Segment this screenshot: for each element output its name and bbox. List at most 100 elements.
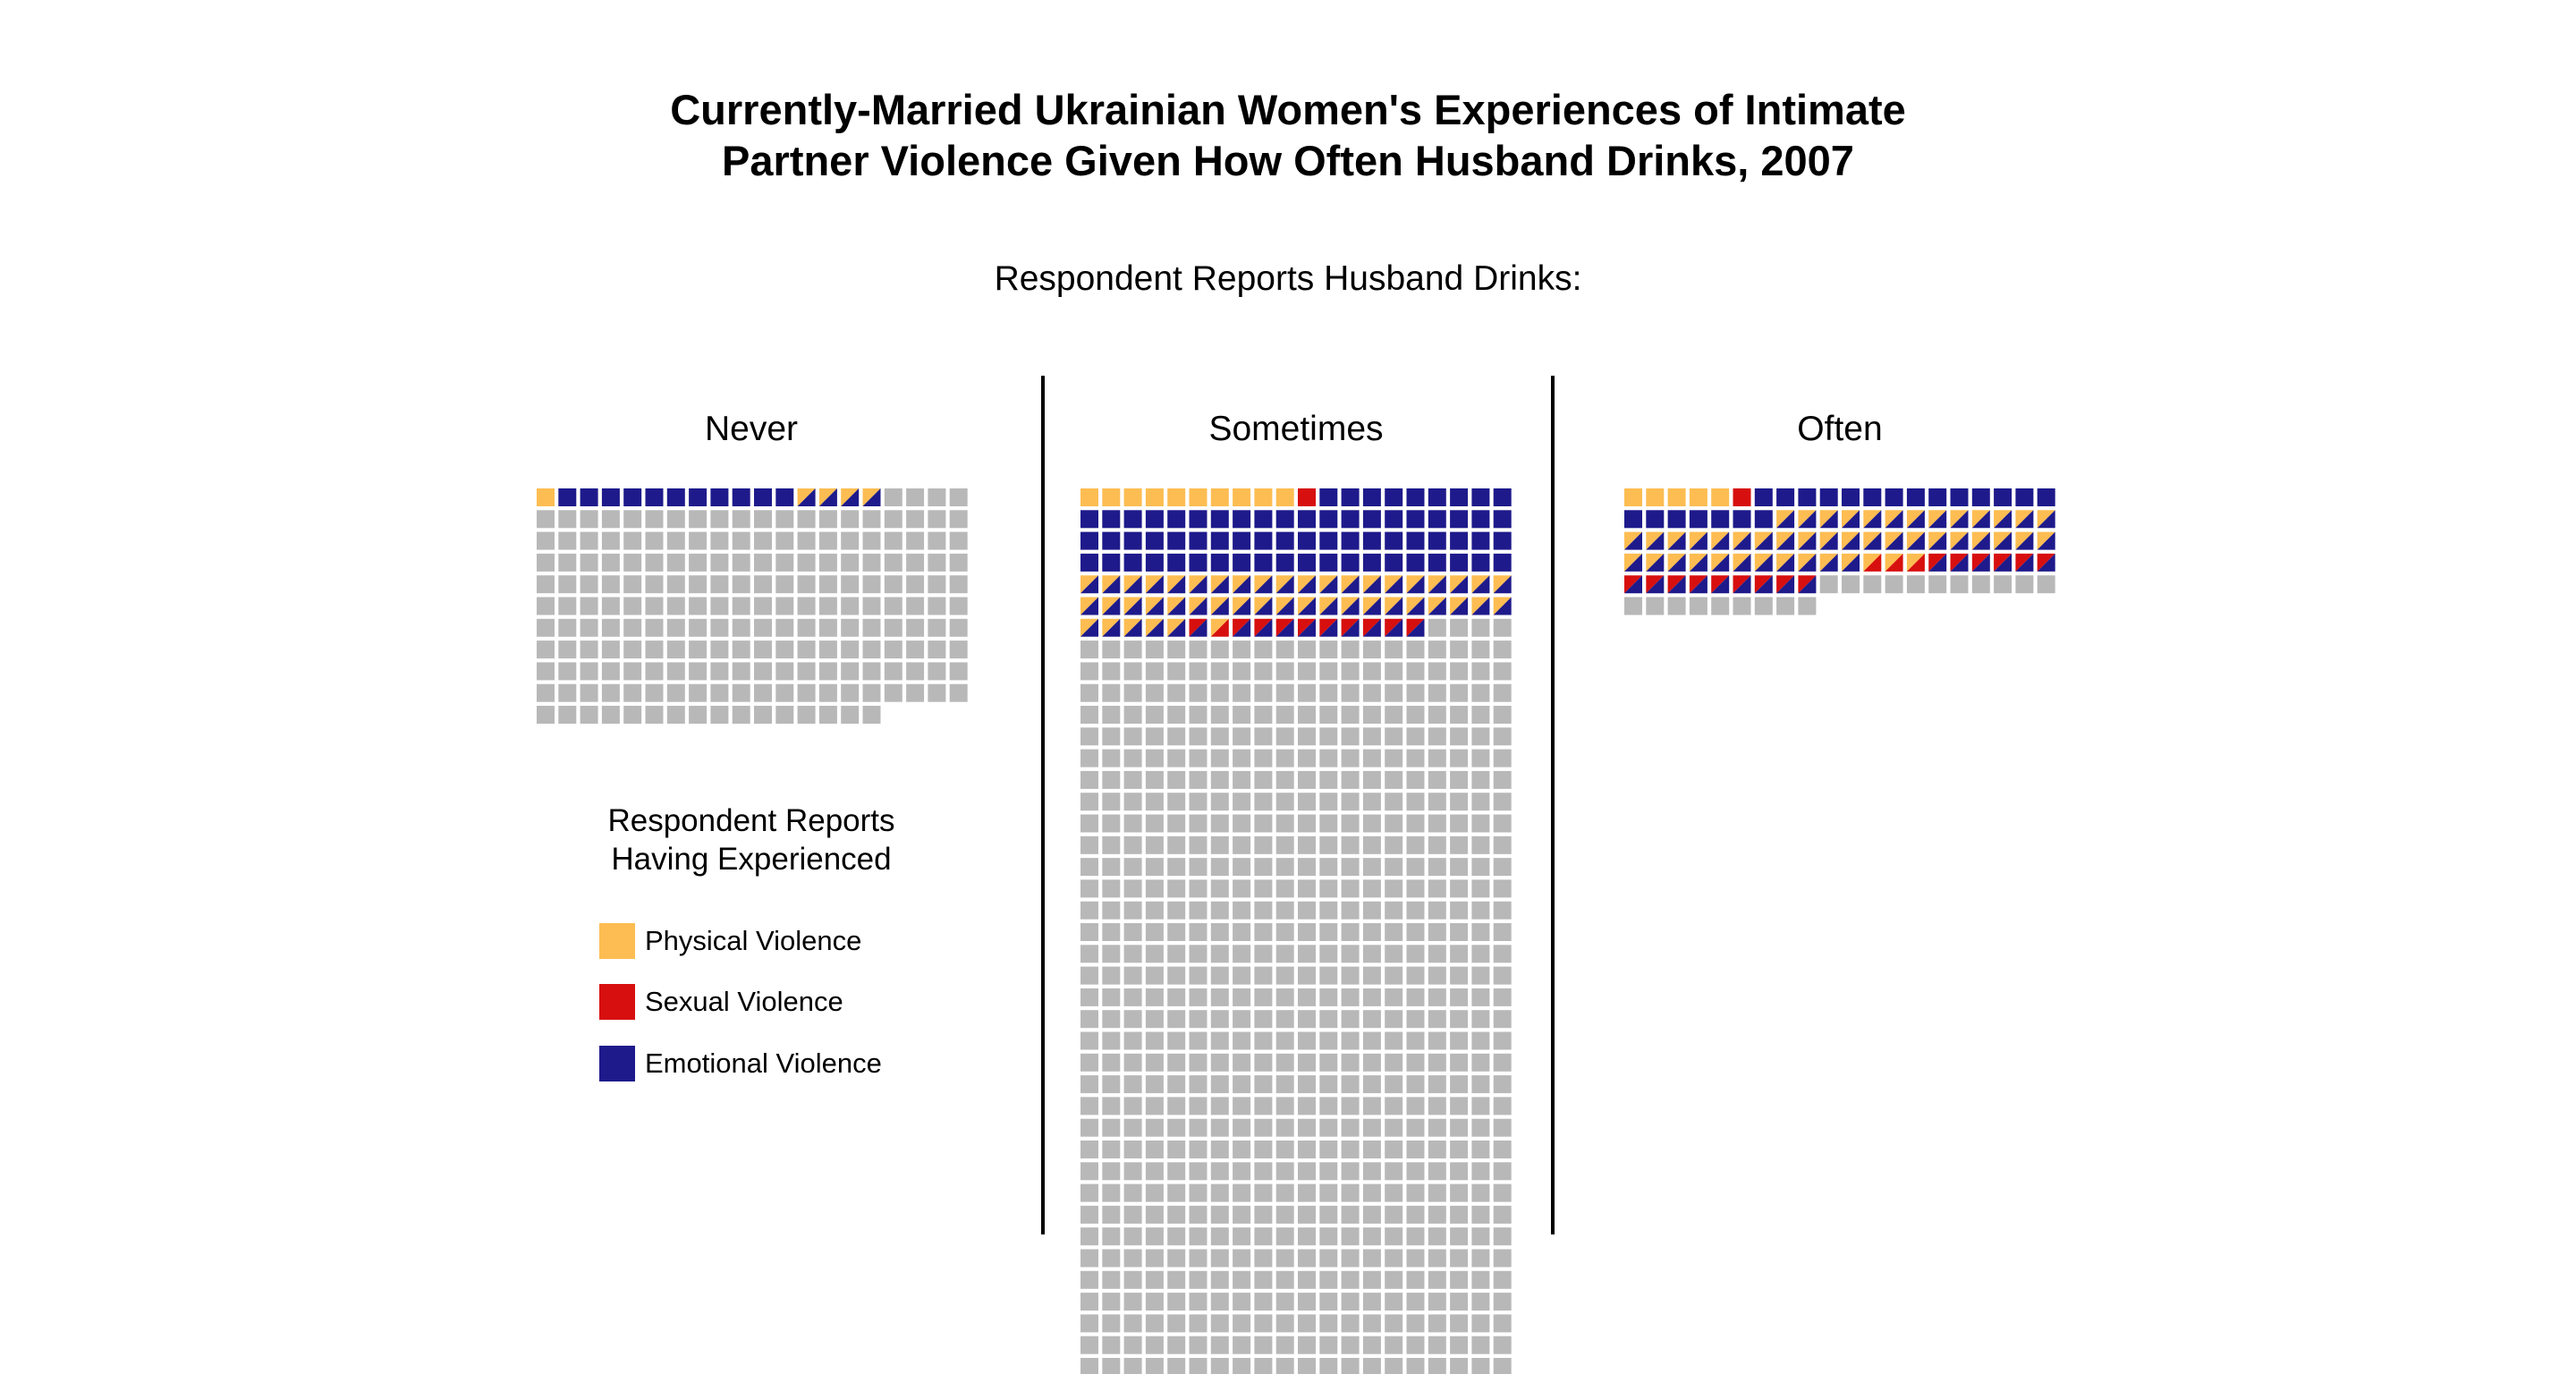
- waffle-cell-none: [689, 618, 708, 637]
- waffle-cell-none: [862, 531, 881, 550]
- waffle-cell-none: [1298, 1162, 1316, 1181]
- waffle-cell-physical-emotional: [1733, 553, 1751, 572]
- waffle-cell-none: [1471, 1097, 1490, 1115]
- waffle-cell-emotional: [1842, 488, 1860, 506]
- waffle-cell-none: [818, 531, 837, 550]
- waffle-cell-none: [1406, 1053, 1425, 1072]
- waffle-cell-none: [1145, 1031, 1164, 1050]
- waffle-cell-none: [645, 510, 664, 529]
- waffle-cell-none: [1362, 770, 1381, 789]
- waffle-cell-none: [1189, 1010, 1208, 1029]
- waffle-cell-none: [1971, 575, 1990, 594]
- waffle-cell-half: [2015, 510, 2034, 529]
- waffle-cell-none: [1123, 1162, 1142, 1181]
- waffle-cell-none: [1167, 1010, 1186, 1029]
- waffle-cell-none: [1428, 662, 1446, 681]
- waffle-cell-half: [1624, 531, 1642, 550]
- waffle-cell-emotional: [1145, 510, 1164, 529]
- waffle-cell-physical-emotional: [1711, 531, 1730, 550]
- waffle-cell-none: [1493, 966, 1512, 985]
- waffle-cell-none: [1167, 793, 1186, 811]
- waffle-cell-none: [1385, 1293, 1403, 1311]
- waffle-cell-physical: [1275, 488, 1294, 506]
- waffle-cell-none: [1450, 858, 1469, 877]
- waffle-cell-none: [1298, 1270, 1316, 1289]
- waffle-cell-none: [1341, 1053, 1360, 1072]
- waffle-cell-none: [1123, 1227, 1142, 1246]
- waffle-cell-none: [1167, 706, 1186, 724]
- waffle-cell-none: [1123, 1053, 1142, 1072]
- waffle-cell-emotional: [1298, 510, 1316, 529]
- waffle-cell-none: [1471, 1118, 1490, 1137]
- waffle-cell-physical-emotional: [1233, 597, 1251, 615]
- waffle-cell-none: [1102, 1205, 1121, 1224]
- waffle-cell-none: [1319, 923, 1338, 941]
- waffle-cell-none: [1471, 858, 1490, 877]
- waffle-cell-none: [1319, 1205, 1338, 1224]
- waffle-cell-none: [1385, 1227, 1403, 1246]
- waffle-cell-none: [906, 553, 925, 572]
- waffle-cell-none: [1406, 1249, 1425, 1268]
- waffle-cell-none: [1123, 749, 1142, 768]
- waffle-cell-none: [1145, 1141, 1164, 1158]
- waffle-cell-sexual-emotional: [1298, 618, 1316, 637]
- waffle-cell-none: [1233, 835, 1251, 854]
- waffle-cell-none: [1362, 662, 1381, 681]
- waffle-cell-none: [1123, 770, 1142, 789]
- waffle-cell-physical-emotional: [1863, 510, 1882, 529]
- waffle-cell-none: [689, 662, 708, 681]
- waffle-cell-emotional: [1233, 531, 1251, 550]
- waffle-cell-physical-emotional: [1798, 531, 1817, 550]
- waffle-cell-none: [1145, 1249, 1164, 1268]
- waffle-cell-none: [949, 531, 968, 550]
- waffle-cell-physical-emotional: [818, 488, 837, 506]
- waffle-cell-none: [1254, 923, 1273, 941]
- waffle-cell-none: [1471, 1336, 1490, 1354]
- waffle-cell-none: [1471, 1183, 1490, 1202]
- waffle-cell-none: [1341, 770, 1360, 789]
- waffle-cell-physical-emotional: [1842, 531, 1860, 550]
- waffle-cell-none: [1275, 1053, 1294, 1072]
- waffle-cell-none: [732, 531, 750, 550]
- waffle-cell-none: [1233, 1270, 1251, 1289]
- waffle-cell-none: [537, 597, 555, 615]
- waffle-cell-none: [1798, 597, 1817, 615]
- waffle-cell-none: [1254, 662, 1273, 681]
- waffle-cell-none: [623, 683, 642, 702]
- waffle-cell-none: [1450, 879, 1469, 898]
- waffle-cell-none: [558, 706, 577, 724]
- waffle-cell-none: [884, 510, 902, 529]
- waffle-cell-none: [1493, 1358, 1512, 1374]
- waffle-cell-none: [1362, 727, 1381, 746]
- waffle-cell-none: [1167, 901, 1186, 920]
- waffle-cell-none: [1145, 749, 1164, 768]
- waffle-cell-none: [1145, 706, 1164, 724]
- waffle-cell-sexual-emotional: [1667, 575, 1686, 594]
- waffle-cell-none: [1493, 1031, 1512, 1050]
- waffle-cell-none: [1885, 575, 1903, 594]
- waffle-cell-none: [1080, 706, 1098, 724]
- waffle-cell-none: [1102, 1141, 1121, 1158]
- waffle-cell-none: [1471, 793, 1490, 811]
- waffle-cell-half: [1189, 575, 1208, 594]
- waffle-cell-none: [1254, 1293, 1273, 1311]
- waffle-cell-none: [1471, 1205, 1490, 1224]
- waffle-cell-none: [775, 575, 794, 594]
- waffle-cell-none: [1428, 1141, 1446, 1158]
- waffle-cell-none: [1450, 1183, 1469, 1202]
- waffle-cell-none: [884, 597, 902, 615]
- waffle-cell-none: [1341, 640, 1360, 659]
- waffle-cell-none: [1319, 1183, 1338, 1202]
- waffle-cell-emotional: [1362, 553, 1381, 572]
- waffle-cell-physical-emotional: [1275, 597, 1294, 615]
- waffle-cell-none: [1233, 1358, 1251, 1374]
- waffle-cell-none: [1406, 1010, 1425, 1029]
- panel-title-never: Never: [704, 410, 799, 448]
- waffle-cell-sexual-emotional: [2015, 553, 2034, 572]
- waffle-cell-physical-emotional: [1319, 575, 1338, 594]
- waffle-cell-none: [1319, 901, 1338, 920]
- waffle-cell-half: [2015, 553, 2034, 572]
- waffle-cell-none: [1145, 988, 1164, 1006]
- waffle-cell-none: [1493, 1097, 1512, 1115]
- waffle-cell-none: [1123, 1293, 1142, 1311]
